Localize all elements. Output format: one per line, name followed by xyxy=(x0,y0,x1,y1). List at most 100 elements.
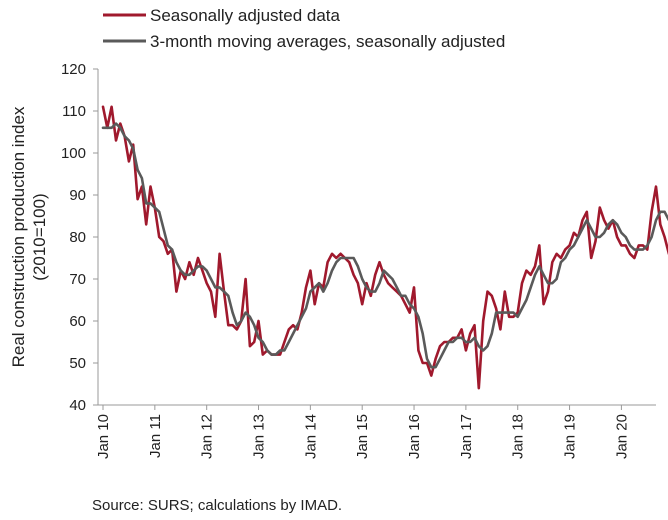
data-point xyxy=(590,228,592,230)
data-point xyxy=(270,354,273,356)
data-point xyxy=(646,249,648,251)
data-point xyxy=(482,349,484,351)
data-point xyxy=(517,316,519,318)
data-point xyxy=(240,320,242,322)
data-point xyxy=(439,345,441,347)
data-point xyxy=(439,358,441,360)
data-point xyxy=(581,228,584,230)
data-point xyxy=(335,257,337,259)
data-point xyxy=(426,358,428,360)
data-point xyxy=(530,274,532,276)
data-point xyxy=(486,291,489,293)
data-point xyxy=(525,270,528,272)
data-point xyxy=(210,278,212,280)
x-tick-label: Jan 19 xyxy=(562,414,579,459)
data-point xyxy=(538,265,540,267)
data-point xyxy=(547,291,549,293)
data-point xyxy=(638,249,640,251)
data-point xyxy=(413,286,415,288)
data-point xyxy=(115,123,117,125)
data-point xyxy=(413,307,415,309)
data-point xyxy=(396,286,398,288)
y-tick-label: 120 xyxy=(61,61,86,78)
data-point xyxy=(327,282,329,284)
data-point xyxy=(625,236,627,238)
data-point xyxy=(659,211,661,213)
data-point xyxy=(452,337,454,339)
data-point xyxy=(309,270,311,272)
data-point xyxy=(257,320,260,322)
data-point xyxy=(521,307,523,309)
data-point xyxy=(128,160,130,162)
data-point xyxy=(249,345,251,347)
data-point xyxy=(499,312,501,314)
data-point xyxy=(521,282,523,284)
data-point xyxy=(128,139,130,141)
data-point xyxy=(249,316,251,318)
data-point xyxy=(370,295,372,297)
x-tick-label: Jan 14 xyxy=(302,414,319,459)
y-tick-label: 110 xyxy=(62,103,86,120)
y-axis-title-line-1: Real construction production index xyxy=(9,106,28,367)
data-point xyxy=(616,223,618,225)
data-point xyxy=(257,337,260,339)
data-point xyxy=(638,244,640,246)
data-point xyxy=(620,232,623,234)
data-point xyxy=(404,303,406,305)
data-point xyxy=(236,328,238,330)
data-point xyxy=(201,265,203,267)
x-tick-label: Jan 20 xyxy=(613,414,630,459)
data-point xyxy=(629,244,631,246)
data-point xyxy=(262,341,264,343)
data-point xyxy=(543,303,545,305)
data-point xyxy=(296,324,298,326)
data-point xyxy=(512,316,515,318)
data-point xyxy=(232,324,234,326)
data-point xyxy=(430,375,432,377)
data-point xyxy=(551,261,553,263)
data-point xyxy=(331,270,333,272)
data-point xyxy=(599,236,601,238)
data-point xyxy=(469,341,471,343)
data-point xyxy=(188,261,190,263)
data-point xyxy=(158,211,160,213)
data-point xyxy=(283,349,285,351)
data-point xyxy=(223,291,225,293)
data-point xyxy=(266,349,268,351)
data-point xyxy=(102,106,104,108)
data-point xyxy=(469,333,471,335)
data-point xyxy=(560,261,562,263)
data-point xyxy=(245,278,247,280)
data-point xyxy=(340,253,342,255)
data-point xyxy=(607,228,610,230)
data-point xyxy=(586,211,588,213)
y-tick-label: 40 xyxy=(69,397,86,414)
data-point xyxy=(275,354,277,356)
data-point xyxy=(569,244,571,246)
data-point xyxy=(301,312,303,314)
data-point xyxy=(106,127,108,129)
data-point xyxy=(206,282,208,284)
data-point xyxy=(175,291,177,293)
data-point xyxy=(184,278,186,280)
data-point xyxy=(288,341,290,343)
data-point xyxy=(517,312,519,314)
data-point xyxy=(594,236,597,238)
data-point xyxy=(162,228,165,230)
data-point xyxy=(625,244,627,246)
data-point xyxy=(158,236,160,238)
data-point xyxy=(206,270,208,272)
data-point xyxy=(124,135,126,137)
data-point xyxy=(193,274,195,276)
data-point xyxy=(478,387,480,389)
x-tick-label: Jan 17 xyxy=(458,414,475,459)
data-point xyxy=(508,312,510,314)
data-point xyxy=(499,328,501,330)
data-point xyxy=(655,219,657,221)
data-point xyxy=(262,354,264,356)
data-point xyxy=(132,148,134,150)
data-point xyxy=(214,316,216,318)
data-point xyxy=(374,291,376,293)
data-point xyxy=(344,257,346,259)
data-point xyxy=(132,144,134,146)
